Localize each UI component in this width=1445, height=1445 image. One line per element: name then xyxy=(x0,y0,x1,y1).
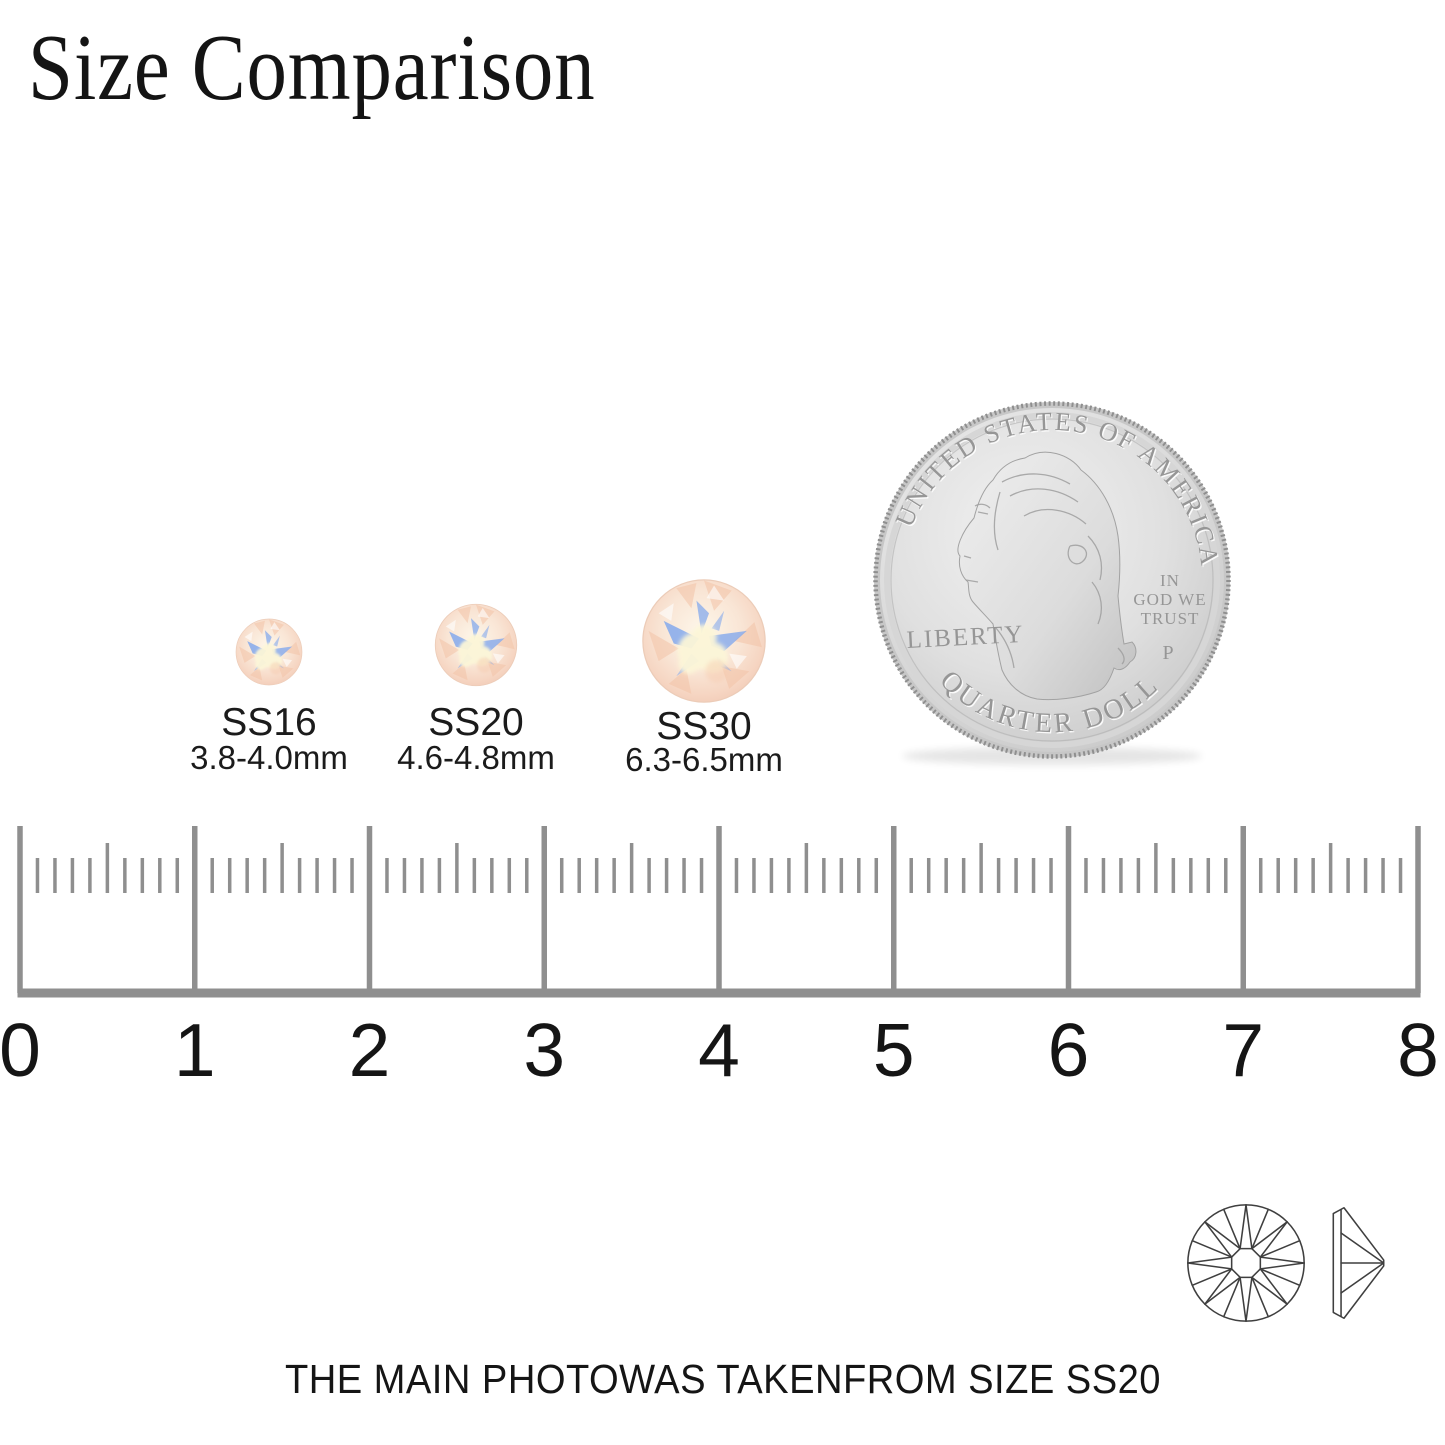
stone-facet-line xyxy=(1204,1221,1241,1250)
stone-ss30-label: SS30 xyxy=(656,705,752,748)
coin-liberty-text: LIBERTY xyxy=(906,621,1025,654)
ruler-number: 4 xyxy=(698,1008,740,1092)
ruler-number: 5 xyxy=(873,1008,915,1092)
stone-ss16 xyxy=(235,618,303,686)
stone-facet-line xyxy=(1204,1221,1233,1258)
stone-facet-line xyxy=(1239,1204,1247,1250)
stone-facet-line xyxy=(1259,1239,1301,1258)
stone-facet-line xyxy=(1187,1256,1233,1264)
stone-facet-line xyxy=(1251,1247,1262,1258)
stone-facet-line xyxy=(1245,1204,1253,1250)
stone-ss16-size: 3.8-4.0mm xyxy=(190,739,348,776)
ruler-number: 0 xyxy=(0,1008,41,1092)
stone-facet-line xyxy=(1204,1268,1233,1305)
stone-facet-line xyxy=(1251,1221,1288,1250)
caption: THE MAIN PHOTOWAS TAKENFROM SIZE SS20 xyxy=(284,1356,1161,1402)
coin-reeded-edge xyxy=(873,401,1231,759)
stone-top-view-icon xyxy=(1187,1204,1305,1322)
stone-ss30 xyxy=(641,578,767,704)
stone-facet-line xyxy=(1251,1276,1270,1318)
quarter-coin: UNITED STATES OF AMERICA QUARTER DOLLAR … xyxy=(862,372,1231,765)
stone-facet-line xyxy=(1259,1256,1305,1264)
stone-facet-line xyxy=(1191,1239,1233,1258)
stone-facet-line xyxy=(1230,1247,1241,1258)
stone-facet-line xyxy=(1222,1208,1241,1250)
stone-facet-line xyxy=(1187,1262,1233,1270)
coin-motto-line3: TRUST xyxy=(1141,609,1200,628)
stone-ss20 xyxy=(434,603,518,687)
ruler: 0 1 2 3 4 5 6 7 8 xyxy=(0,826,1439,1092)
washington-bust xyxy=(957,451,1137,701)
ruler-number: 8 xyxy=(1397,1008,1439,1092)
stone-ss16-label: SS16 xyxy=(221,701,317,744)
ruler-number: 1 xyxy=(174,1008,216,1092)
ruler-number: 3 xyxy=(523,1008,565,1092)
coin-motto-line2: GOD WE xyxy=(1133,590,1206,609)
stone-ss20-label: SS20 xyxy=(428,701,524,744)
page-title: Size Comparison xyxy=(28,16,596,120)
stone-facet-line xyxy=(1204,1276,1241,1305)
ruler-number: 6 xyxy=(1048,1008,1090,1092)
stone-facet-line xyxy=(1251,1276,1288,1305)
stone-facet-line xyxy=(1251,1208,1270,1250)
stone-facet-line xyxy=(1259,1262,1305,1270)
stone-facet-line xyxy=(1191,1268,1233,1287)
coin-motto-line1: IN xyxy=(1160,571,1180,590)
stone-facet-line xyxy=(1245,1276,1253,1322)
coin-mint-mark: P xyxy=(1162,642,1173,664)
ruler-number: 2 xyxy=(349,1008,391,1092)
stone-facet-line xyxy=(1259,1268,1288,1305)
stone-ss30-size: 6.3-6.5mm xyxy=(625,741,783,778)
ruler-number: 7 xyxy=(1222,1008,1264,1092)
stone-facet-line xyxy=(1230,1268,1241,1279)
stone-facet-line xyxy=(1222,1276,1241,1318)
stone-facet-line xyxy=(1239,1276,1247,1322)
stone-side-view-icon xyxy=(1332,1206,1385,1320)
stone-ss20-size: 4.6-4.8mm xyxy=(397,739,555,776)
stone-facet-line xyxy=(1259,1268,1301,1287)
stone-facet-line xyxy=(1251,1268,1262,1279)
stone-facet-line xyxy=(1259,1221,1288,1258)
